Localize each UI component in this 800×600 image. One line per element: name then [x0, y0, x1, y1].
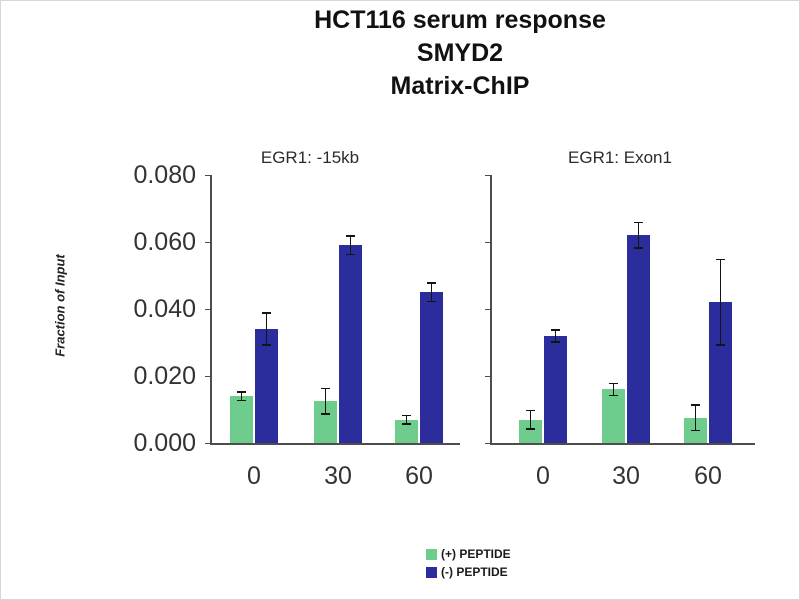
chart-title-line1: HCT116 serum response — [314, 6, 606, 34]
legend: (+) PEPTIDE (-) PEPTIDE — [426, 547, 511, 579]
error-bar — [240, 391, 243, 402]
y-axis-tick — [485, 242, 490, 243]
y-axis-tick — [205, 175, 210, 176]
error-bar-cap — [321, 387, 330, 390]
y-axis-tick — [485, 309, 490, 310]
error-bar — [430, 282, 433, 303]
panel-title-egr1-exon1: EGR1: Exon1 — [568, 148, 672, 167]
y-axis-tick — [205, 443, 210, 444]
legend-item-neg-peptide: (-) PEPTIDE — [426, 565, 511, 579]
error-bar-cap — [262, 344, 271, 346]
error-bar-cap — [346, 253, 355, 256]
error-bar-cap — [691, 404, 700, 406]
x-tick-label: 30 — [324, 462, 352, 490]
error-bar-cap — [427, 300, 436, 303]
bar-pos-peptide-60min — [395, 419, 418, 443]
error-bar — [349, 235, 352, 256]
error-bar-cap — [402, 423, 411, 425]
error-bar-cap — [526, 409, 535, 411]
legend-swatch-neg-peptide — [426, 566, 437, 578]
bar-neg-peptide-0min — [255, 329, 278, 443]
bar-neg-peptide-0min — [544, 335, 567, 443]
bar-neg-peptide-30min — [339, 245, 362, 443]
error-bar-cap — [551, 341, 560, 343]
legend-label-pos-peptide: (+) PEPTIDE — [441, 547, 511, 561]
error-bar-cap — [634, 221, 643, 224]
y-axis-line — [490, 175, 492, 443]
y-tick-label: 0.060 — [133, 228, 196, 256]
bar-pos-peptide-0min — [230, 396, 253, 443]
error-bar-cap — [526, 428, 535, 430]
x-tick-label: 0 — [536, 462, 550, 490]
error-bar-cap — [716, 344, 725, 346]
legend-swatch-pos-peptide — [426, 548, 437, 560]
bar-pos-peptide-0min — [519, 419, 542, 443]
error-bar-cap — [237, 391, 246, 393]
error-bar — [637, 221, 640, 249]
error-bar-cap — [551, 329, 560, 331]
bar-neg-peptide-30min — [627, 235, 650, 443]
y-axis-tick — [485, 175, 490, 176]
bar-pos-peptide-30min — [314, 401, 337, 443]
error-bar-cap — [346, 235, 355, 237]
error-bar — [405, 414, 408, 425]
y-tick-label: 0.040 — [133, 295, 196, 323]
error-bar-cap — [321, 413, 330, 415]
y-axis-tick — [485, 443, 490, 444]
y-tick-label: 0.080 — [133, 161, 196, 189]
error-bar — [554, 329, 557, 343]
x-axis-line — [490, 443, 755, 445]
error-bar — [529, 409, 532, 430]
y-axis-tick — [485, 376, 490, 377]
x-tick-label: 0 — [247, 462, 261, 490]
x-tick-label: 60 — [694, 462, 722, 490]
x-tick-label: 30 — [612, 462, 640, 490]
chart-title-line2: SMYD2 — [416, 39, 504, 67]
error-bar-cap — [237, 399, 246, 402]
error-bar — [694, 404, 697, 432]
chart-title-line3: Matrix-ChIP — [390, 72, 530, 100]
y-tick-label: 0.000 — [133, 429, 196, 457]
error-bar-cap — [634, 247, 643, 249]
error-bar-cap — [716, 258, 725, 261]
error-bar — [265, 312, 268, 346]
error-bar-cap — [609, 394, 618, 397]
x-tick-label: 60 — [405, 462, 433, 490]
error-bar-cap — [402, 414, 411, 417]
error-bar — [612, 382, 615, 397]
y-tick-label: 0.020 — [133, 362, 196, 390]
legend-item-pos-peptide: (+) PEPTIDE — [426, 547, 511, 561]
bar-pos-peptide-30min — [602, 389, 625, 443]
y-axis-label: Fraction of Input — [52, 254, 68, 357]
error-bar — [324, 387, 327, 415]
bar-neg-peptide-60min — [420, 292, 443, 443]
y-axis-line — [210, 175, 212, 443]
x-axis-line — [210, 443, 460, 445]
error-bar-cap — [609, 382, 618, 385]
error-bar-cap — [691, 429, 700, 432]
error-bar-cap — [262, 312, 271, 314]
y-axis-tick — [205, 242, 210, 243]
panel-title-egr1-15kb: EGR1: -15kb — [260, 148, 360, 167]
y-axis-tick — [205, 376, 210, 377]
legend-label-neg-peptide: (-) PEPTIDE — [441, 565, 508, 579]
error-bar-cap — [427, 282, 436, 284]
y-axis-tick — [205, 309, 210, 310]
bar-neg-peptide-60min — [709, 302, 732, 443]
error-bar — [719, 258, 722, 346]
chart-title: HCT116 serum response SMYD2 Matrix-ChIP — [120, 4, 800, 103]
